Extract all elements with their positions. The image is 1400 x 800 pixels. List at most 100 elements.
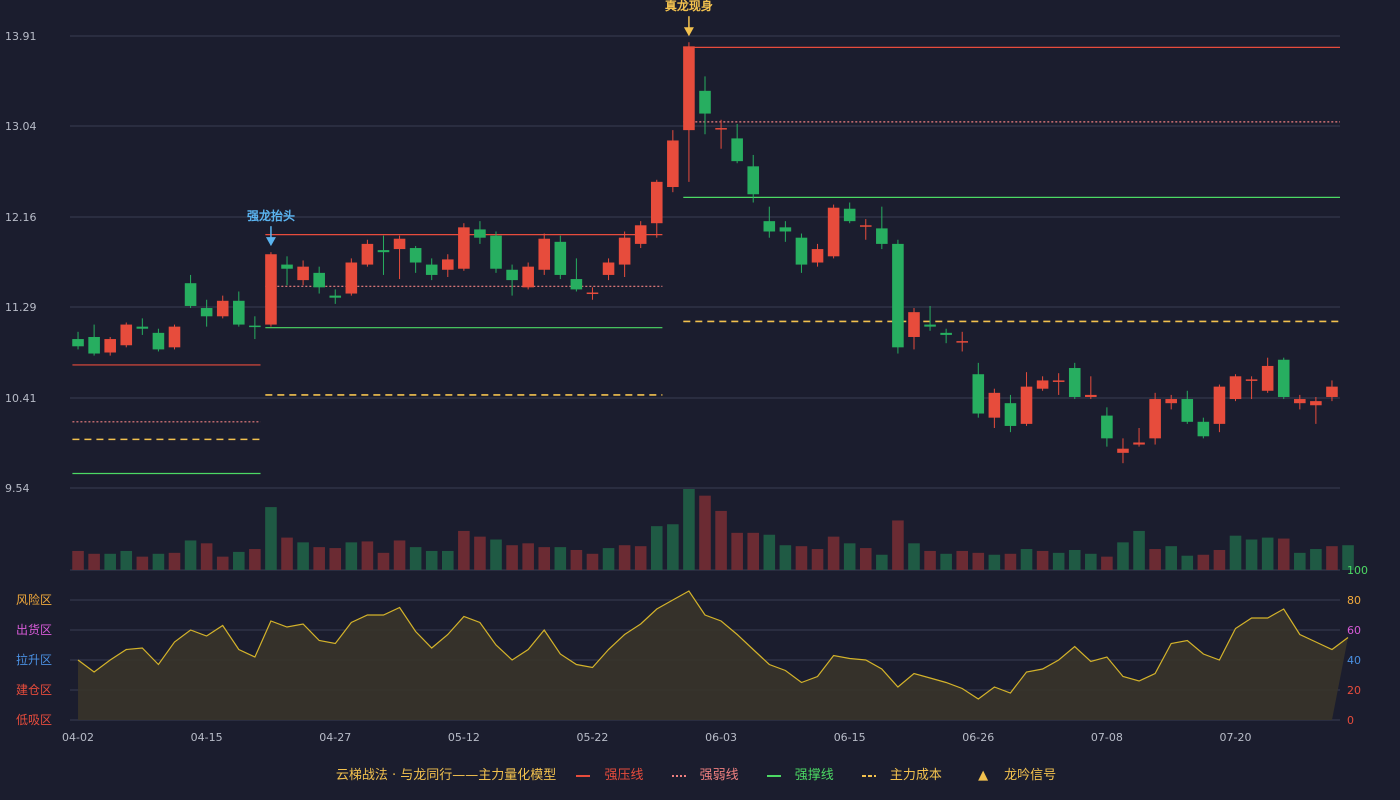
- volume-bar: [538, 547, 551, 570]
- osc-tick-label: 60: [1347, 624, 1361, 637]
- volume-bar: [924, 550, 936, 570]
- candle-body: [88, 336, 100, 354]
- volume-bar: [1020, 549, 1033, 570]
- volume-bar: [634, 546, 647, 570]
- candle-body: [425, 264, 438, 275]
- legend-label: 强压线: [604, 768, 644, 783]
- candle-body: [1101, 415, 1113, 439]
- osc-zone-label: 建仓区: [16, 683, 52, 697]
- volume-bar: [425, 550, 438, 570]
- candle-body: [634, 225, 647, 244]
- volume-bar: [908, 543, 920, 570]
- candle-body: [1068, 368, 1081, 397]
- candle-body: [972, 374, 985, 414]
- price-grid: 9.54 10.41 11.29 12.16 13.04 13.91: [5, 30, 1340, 495]
- candle-body: [876, 228, 888, 244]
- volume-bar: [811, 549, 824, 570]
- osc-zone-label: 低吸区: [16, 713, 52, 727]
- candles: [72, 42, 1338, 464]
- x-tick-label: 06-15: [834, 731, 866, 744]
- volume-bar: [1165, 546, 1177, 570]
- candle-body: [1117, 448, 1129, 453]
- x-tick-label: 07-08: [1091, 731, 1123, 744]
- x-tick-label: 04-27: [319, 731, 351, 744]
- volume-bar: [120, 550, 133, 570]
- volume-bar: [859, 548, 872, 570]
- candle-body: [441, 259, 454, 270]
- osc-tick-label: 100: [1347, 564, 1368, 577]
- candle-body: [265, 254, 277, 325]
- volume-bar: [827, 536, 840, 570]
- triangle-icon: ▲: [978, 768, 989, 783]
- volume-bar: [72, 550, 84, 570]
- volume-bar: [490, 539, 502, 570]
- volume-bar: [1326, 546, 1338, 570]
- x-tick-label: 04-15: [191, 731, 223, 744]
- volume-bar: [184, 540, 197, 570]
- legend-item-weak[interactable]: 强弱线: [671, 768, 751, 783]
- x-axis: 04-02 04-15 04-27 05-12 05-22 06-03 06-15 06-26…: [62, 731, 1251, 744]
- candle-body: [1245, 379, 1258, 381]
- volume-bar: [731, 532, 743, 570]
- volume-bar: [265, 507, 277, 570]
- volume-bar: [88, 553, 100, 570]
- price-tick-label: 11.29: [5, 301, 37, 314]
- x-tick-label: 05-22: [576, 731, 608, 744]
- volume-bar: [233, 551, 245, 570]
- candle-body: [249, 325, 261, 328]
- legend-item-support[interactable]: 强撑线: [766, 768, 846, 783]
- candle-body: [329, 295, 342, 298]
- candle-body: [570, 279, 583, 290]
- legend-item-cost[interactable]: 主力成本: [861, 768, 954, 783]
- dragon-signals: 强龙抬头 真龙现身: [247, 0, 713, 247]
- volume-bar: [892, 520, 904, 570]
- volume-bar: [1036, 550, 1049, 570]
- candle-body: [490, 235, 502, 269]
- volume-bar: [1004, 553, 1017, 570]
- price-tick-label: 12.16: [5, 211, 37, 224]
- candle-body: [377, 250, 390, 253]
- candle-body: [200, 308, 213, 317]
- volume-bar: [506, 545, 518, 570]
- volume-bar: [1197, 554, 1210, 570]
- volume-bar: [1149, 549, 1161, 570]
- candle-body: [1229, 376, 1242, 400]
- volume-bar: [152, 553, 165, 570]
- volume-bars: [70, 489, 1354, 571]
- legend-label: 主力成本: [889, 768, 942, 783]
- candle-body: [152, 332, 165, 350]
- volume-bar: [200, 543, 213, 570]
- legend-label: 龙吟信号: [1004, 768, 1057, 783]
- volume-bar: [1085, 553, 1097, 570]
- candle-body: [618, 237, 631, 265]
- candle-body: [667, 140, 679, 188]
- volume-bar: [1294, 552, 1306, 570]
- candle-body: [506, 269, 518, 281]
- volume-bar: [1068, 549, 1081, 570]
- volume-bar: [1181, 555, 1194, 570]
- osc-area: [78, 591, 1348, 720]
- candle-body: [779, 227, 792, 232]
- candle-body: [731, 138, 743, 162]
- signal-label: 强龙抬头: [247, 208, 295, 223]
- candle-body: [313, 272, 325, 288]
- candle-body: [843, 208, 856, 222]
- legend-item-pressure[interactable]: 强压线: [576, 768, 655, 783]
- candle-body: [1165, 399, 1177, 404]
- candle-body: [409, 248, 422, 263]
- candle-body: [602, 262, 615, 275]
- volume-bar: [1052, 552, 1065, 570]
- osc-tick-label: 0: [1347, 714, 1354, 727]
- price-tick-label: 9.54: [5, 482, 30, 495]
- candle-body: [281, 264, 293, 269]
- legend-item-signal[interactable]: ▲ 龙吟信号: [970, 768, 1064, 783]
- volume-bar: [554, 547, 567, 570]
- x-tick-label: 06-03: [705, 731, 737, 744]
- volume-bar: [699, 495, 711, 570]
- volume-bar: [393, 540, 406, 570]
- volume-bar: [1213, 549, 1226, 570]
- volume-bar: [1310, 549, 1322, 570]
- volume-bar: [972, 552, 985, 570]
- candle-body: [1197, 421, 1210, 437]
